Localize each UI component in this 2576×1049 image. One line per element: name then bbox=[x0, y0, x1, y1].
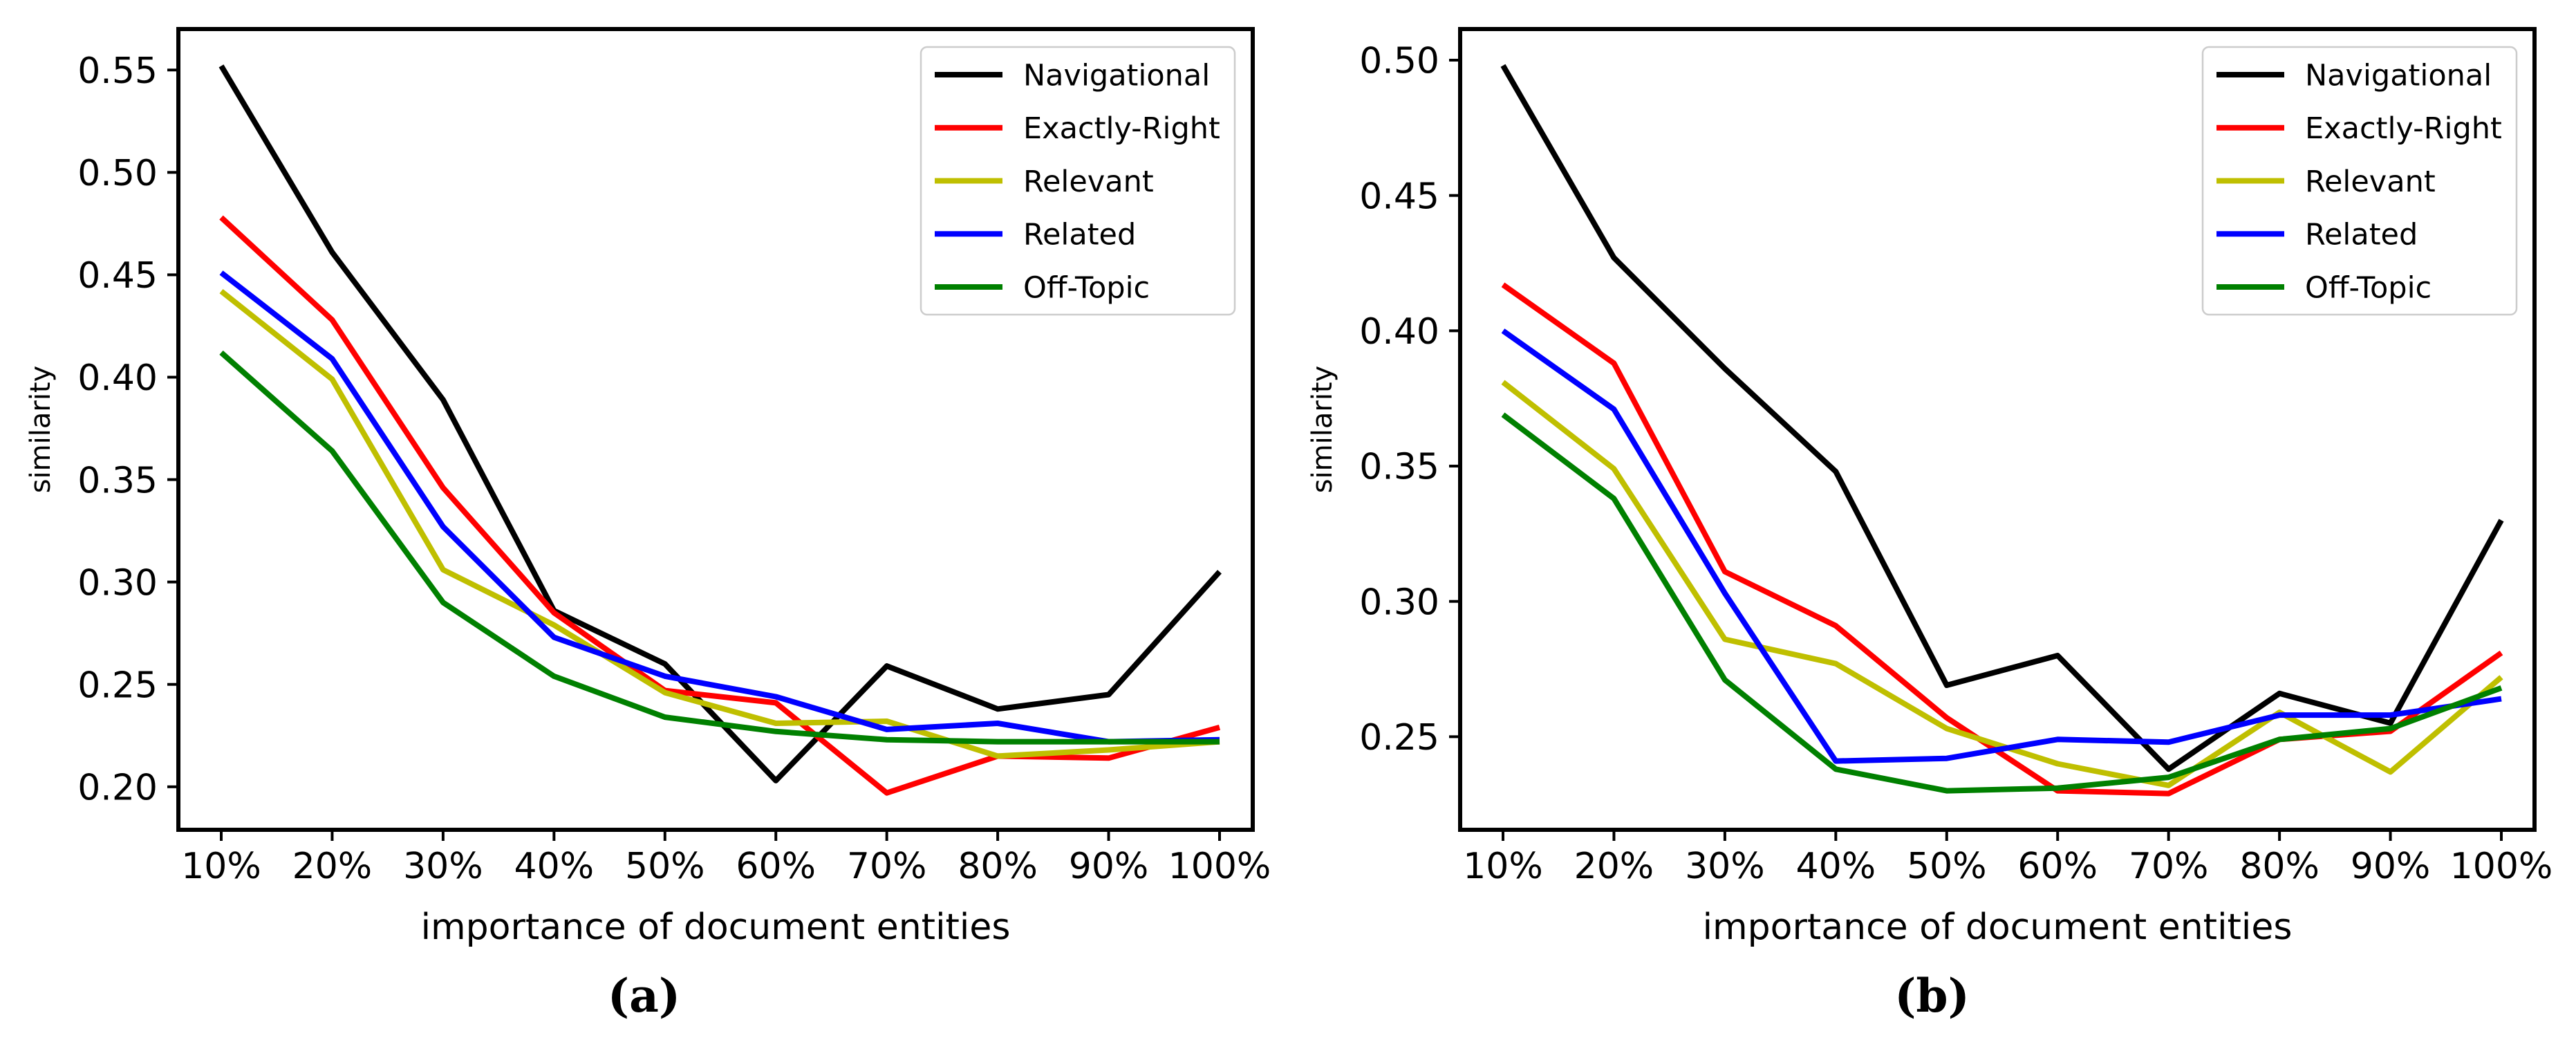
series-group bbox=[218, 64, 1222, 796]
x-tick-label: 80% bbox=[958, 846, 1038, 887]
x-tick-label: 100% bbox=[1168, 846, 1271, 887]
y-tick-label: 0.35 bbox=[1359, 447, 1439, 488]
legend-label: Related bbox=[1023, 218, 1136, 252]
legend-box bbox=[920, 46, 1236, 316]
legend-item-related: Related bbox=[935, 218, 1136, 252]
y-tick-label: 0.25 bbox=[77, 665, 158, 706]
legend: Navigational Exactly-Right Relevant Related… bbox=[2201, 46, 2518, 316]
legend-item-exactly-right: Exactly-Right bbox=[2216, 111, 2502, 146]
legend-label: Exactly-Right bbox=[1023, 111, 1220, 146]
y-tick-label: 0.35 bbox=[77, 460, 158, 501]
legend-label: Exactly-Right bbox=[2305, 111, 2502, 146]
series-line-off-topic bbox=[219, 350, 1220, 745]
x-tick-label: 40% bbox=[514, 846, 595, 887]
x-tick-label: 90% bbox=[1069, 846, 1149, 887]
x-tick-label: 10% bbox=[181, 846, 261, 887]
x-tick-label: 40% bbox=[1796, 846, 1876, 887]
legend-item-related: Related bbox=[2216, 218, 2418, 252]
legend-item-relevant: Relevant bbox=[2216, 165, 2436, 199]
series-line-off-topic bbox=[1501, 412, 2503, 794]
y-axis-label: similarity bbox=[1307, 366, 1338, 494]
y-tick-label: 0.45 bbox=[77, 255, 158, 297]
caption-b: (b) bbox=[1894, 969, 1970, 1023]
line-chart-a: 0.55 0.50 0.45 0.40 0.35 0.30 0.25 0.20 10% 20% 30… bbox=[25, 27, 1271, 948]
plot-border bbox=[1458, 27, 2537, 832]
y-axis-label: similarity bbox=[25, 366, 57, 494]
x-tick-label: 50% bbox=[1907, 846, 1987, 887]
legend-label: Off-Topic bbox=[1023, 270, 1150, 305]
y-tick-label: 0.50 bbox=[1359, 41, 1439, 82]
y-tick-label: 0.25 bbox=[1359, 717, 1439, 759]
x-axis: 10% 20% 30% 40% 50% 60% 70% 80% 90% 100% bbox=[181, 830, 1271, 887]
y-tick-label: 0.40 bbox=[77, 358, 158, 399]
y-axis: 0.50 0.45 0.40 0.35 0.30 0.25 bbox=[1359, 41, 1460, 759]
legend-item-navigational: Navigational bbox=[2216, 58, 2492, 93]
legend-label: Off-Topic bbox=[2305, 270, 2432, 305]
x-tick-label: 60% bbox=[736, 846, 816, 887]
series-line-related bbox=[1501, 328, 2502, 764]
line-chart-b: 0.50 0.45 0.40 0.35 0.30 0.25 10% 20% 30% 40% 50% 6… bbox=[1307, 27, 2552, 948]
plot-border bbox=[176, 27, 1255, 832]
x-tick-label: 100% bbox=[2450, 846, 2553, 887]
y-axis: 0.55 0.50 0.45 0.40 0.35 0.30 0.25 0.20 bbox=[77, 50, 178, 809]
x-tick-label: 30% bbox=[403, 846, 483, 887]
x-tick-label: 60% bbox=[2017, 846, 2098, 887]
y-tick-label: 0.45 bbox=[1359, 176, 1439, 217]
series-line-navigational bbox=[1500, 64, 2504, 772]
x-axis-label: importance of document entities bbox=[1703, 907, 2293, 948]
caption-a: (a) bbox=[607, 969, 681, 1023]
x-tick-label: 70% bbox=[847, 846, 927, 887]
chart-panel-b: 0.50 0.45 0.40 0.35 0.30 0.25 10% 20% 30% 40% 50% 6… bbox=[1288, 0, 2576, 1049]
chart-panel-a: 0.55 0.50 0.45 0.40 0.35 0.30 0.25 0.20 10% 20% 30… bbox=[25, 27, 1271, 1023]
x-axis: 10% 20% 30% 40% 50% 60% 70% 80% 90% 100% bbox=[1463, 830, 2552, 887]
legend-item-relevant: Relevant bbox=[935, 165, 1154, 199]
y-tick-label: 0.50 bbox=[77, 153, 158, 194]
legend-label: Relevant bbox=[1023, 165, 1154, 199]
legend-box bbox=[2201, 46, 2518, 316]
x-tick-label: 30% bbox=[1685, 846, 1765, 887]
x-tick-label: 90% bbox=[2351, 846, 2431, 887]
legend-item-exactly-right: Exactly-Right bbox=[935, 111, 1220, 146]
x-tick-label: 80% bbox=[2239, 846, 2320, 887]
x-tick-label: 20% bbox=[1574, 846, 1654, 887]
x-tick-label: 70% bbox=[2129, 846, 2209, 887]
series-group bbox=[1500, 64, 2504, 797]
y-tick-label: 0.55 bbox=[77, 50, 158, 92]
x-tick-label: 50% bbox=[625, 846, 705, 887]
legend: Navigational Exactly-Right Relevant Related… bbox=[920, 46, 1236, 316]
x-tick-label: 20% bbox=[292, 846, 373, 887]
y-tick-label: 0.20 bbox=[77, 768, 158, 809]
series-line-related bbox=[219, 270, 1220, 745]
y-tick-label: 0.30 bbox=[1359, 582, 1439, 623]
y-tick-label: 0.30 bbox=[77, 562, 158, 604]
legend-label: Relevant bbox=[2305, 165, 2436, 199]
legend-item-navigational: Navigational bbox=[935, 58, 1210, 93]
legend-label: Navigational bbox=[2305, 58, 2492, 93]
legend-item-off-topic: Off-Topic bbox=[935, 270, 1150, 305]
y-tick-label: 0.40 bbox=[1359, 311, 1439, 353]
legend-label: Navigational bbox=[1023, 58, 1210, 93]
series-line-exactly-right bbox=[219, 215, 1221, 796]
legend-label: Related bbox=[2305, 218, 2418, 252]
series-line-relevant bbox=[219, 288, 1220, 759]
legend-item-off-topic: Off-Topic bbox=[2216, 270, 2432, 305]
x-tick-label: 10% bbox=[1463, 846, 1543, 887]
x-axis-label: importance of document entities bbox=[421, 907, 1011, 948]
series-line-relevant bbox=[1501, 380, 2503, 788]
